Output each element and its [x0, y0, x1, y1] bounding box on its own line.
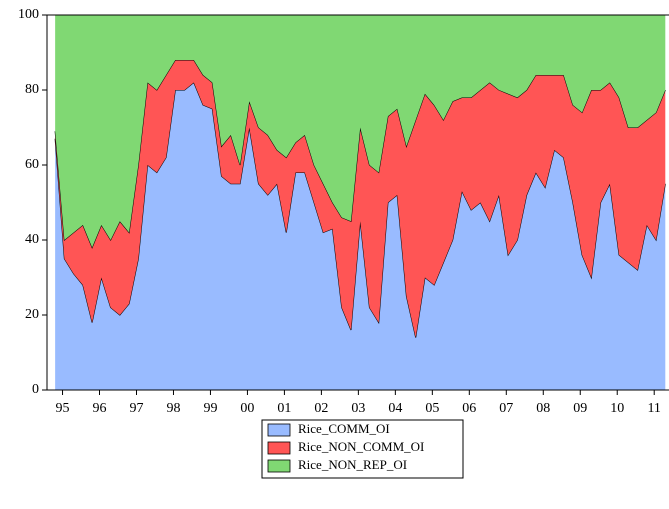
x-tick-label: 08 — [536, 401, 550, 416]
x-tick-label: 99 — [203, 401, 217, 416]
y-tick-label: 60 — [25, 157, 39, 172]
legend-label: Rice_NON_REP_OI — [298, 457, 407, 472]
x-tick-label: 10 — [610, 401, 624, 416]
x-tick-label: 09 — [573, 401, 587, 416]
y-tick-label: 20 — [25, 307, 39, 322]
x-tick-label: 07 — [499, 401, 513, 416]
x-tick-label: 95 — [56, 401, 70, 416]
x-tick-label: 01 — [277, 401, 291, 416]
x-tick-label: 03 — [351, 401, 365, 416]
legend-label: Rice_COMM_OI — [298, 421, 390, 436]
y-tick-label: 0 — [32, 382, 39, 397]
legend-swatch — [267, 459, 291, 473]
y-tick-label: 40 — [25, 232, 39, 247]
x-tick-label: 11 — [647, 401, 660, 416]
x-tick-label: 98 — [166, 401, 180, 416]
x-tick-label: 05 — [425, 401, 439, 416]
x-tick-label: 00 — [240, 401, 254, 416]
area — [55, 82, 666, 390]
area — [55, 60, 666, 338]
x-tick-label: 02 — [314, 401, 328, 416]
x-tick-label: 96 — [93, 401, 107, 416]
x-tick-label: 04 — [388, 401, 402, 416]
legend-swatch — [267, 441, 291, 455]
x-tick-label: 06 — [462, 401, 476, 416]
y-tick-label: 100 — [18, 7, 39, 22]
x-tick-label: 97 — [129, 401, 143, 416]
legend-box — [261, 419, 464, 479]
area — [55, 15, 666, 248]
y-tick-label: 80 — [25, 82, 39, 97]
legend-swatch — [267, 423, 291, 437]
legend-label: Rice_NON_COMM_OI — [298, 439, 424, 454]
